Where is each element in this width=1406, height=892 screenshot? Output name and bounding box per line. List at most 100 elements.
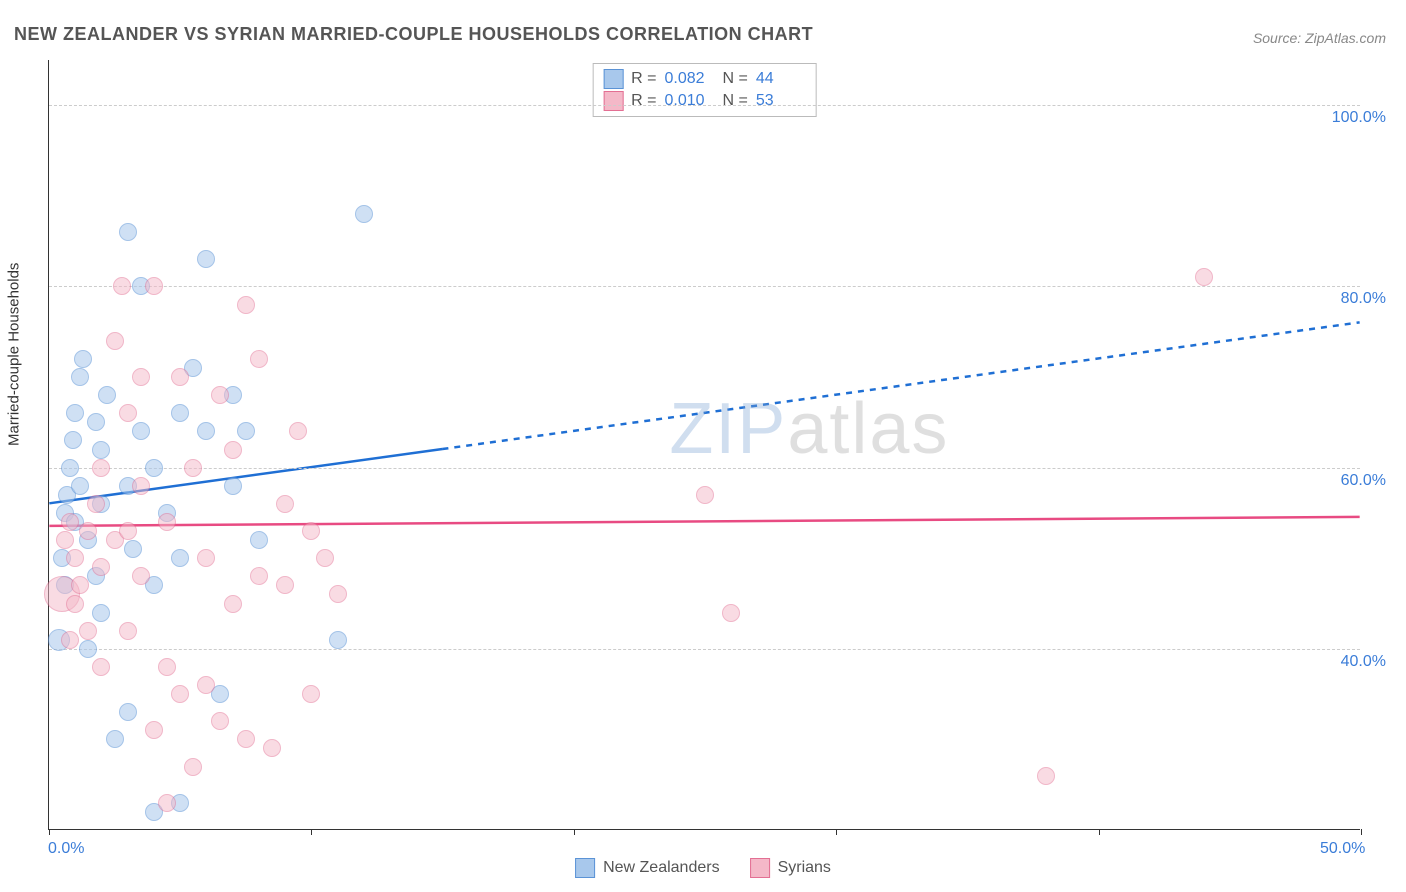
scatter-point: [145, 721, 163, 739]
scatter-point: [71, 576, 89, 594]
y-tick-label: 100.0%: [1332, 109, 1386, 127]
swatch-nz: [603, 69, 623, 89]
scatter-point: [56, 531, 74, 549]
legend-item-nz: New Zealanders: [575, 858, 720, 878]
stats-r-nz: 0.082: [665, 70, 715, 88]
scatter-point: [66, 404, 84, 422]
watermark-zip: ZIP: [669, 389, 787, 469]
scatter-point: [61, 513, 79, 531]
stats-r-sy: 0.010: [665, 92, 715, 110]
y-axis-label: Married-couple Households: [6, 263, 23, 446]
scatter-point: [302, 522, 320, 540]
scatter-point: [171, 549, 189, 567]
scatter-point: [113, 277, 131, 295]
x-tick: [1099, 829, 1100, 835]
scatter-point: [66, 549, 84, 567]
scatter-point: [71, 477, 89, 495]
scatter-point: [1037, 767, 1055, 785]
scatter-point: [276, 495, 294, 513]
chart-container: NEW ZEALANDER VS SYRIAN MARRIED-COUPLE H…: [0, 0, 1406, 892]
scatter-point: [302, 685, 320, 703]
scatter-point: [106, 730, 124, 748]
scatter-point: [132, 422, 150, 440]
scatter-point: [74, 350, 92, 368]
watermark: ZIPatlas: [669, 388, 949, 470]
scatter-point: [276, 576, 294, 594]
stats-n-nz: 44: [756, 70, 806, 88]
stats-row-sy: R = 0.010 N = 53: [603, 90, 806, 112]
scatter-point: [92, 558, 110, 576]
scatter-point: [61, 631, 79, 649]
scatter-point: [171, 368, 189, 386]
stats-row-nz: R = 0.082 N = 44: [603, 68, 806, 90]
legend-item-sy: Syrians: [750, 858, 831, 878]
scatter-point: [158, 513, 176, 531]
gridline-h: [49, 105, 1360, 106]
scatter-point: [119, 703, 137, 721]
scatter-point: [158, 658, 176, 676]
scatter-point: [92, 441, 110, 459]
x-tick: [311, 829, 312, 835]
scatter-point: [145, 459, 163, 477]
swatch-sy: [603, 91, 623, 111]
source-label: Source: ZipAtlas.com: [1253, 30, 1386, 46]
scatter-point: [61, 459, 79, 477]
scatter-point: [71, 368, 89, 386]
stats-n-label: N =: [723, 70, 748, 88]
x-tick: [1361, 829, 1362, 835]
stats-n-label: N =: [723, 92, 748, 110]
scatter-point: [289, 422, 307, 440]
legend-label-sy: Syrians: [778, 859, 831, 877]
legend-swatch-sy: [750, 858, 770, 878]
x-tick: [836, 829, 837, 835]
scatter-point: [79, 622, 97, 640]
scatter-point: [1195, 268, 1213, 286]
scatter-point: [66, 595, 84, 613]
scatter-point: [197, 549, 215, 567]
scatter-point: [132, 477, 150, 495]
legend-swatch-nz: [575, 858, 595, 878]
scatter-point: [119, 223, 137, 241]
stats-r-label: R =: [631, 92, 656, 110]
scatter-point: [329, 585, 347, 603]
x-tick: [49, 829, 50, 835]
scatter-point: [87, 495, 105, 513]
scatter-point: [316, 549, 334, 567]
gridline-h: [49, 468, 1360, 469]
scatter-point: [92, 604, 110, 622]
scatter-point: [263, 739, 281, 757]
scatter-point: [92, 459, 110, 477]
plot-area: R = 0.082 N = 44 R = 0.010 N = 53 ZIPatl…: [48, 60, 1360, 830]
gridline-h: [49, 286, 1360, 287]
scatter-point: [237, 422, 255, 440]
x-tick-label: 0.0%: [48, 840, 84, 858]
scatter-point: [132, 368, 150, 386]
legend-label-nz: New Zealanders: [603, 859, 720, 877]
scatter-point: [79, 640, 97, 658]
trend-lines-svg: [49, 60, 1360, 829]
scatter-point: [197, 676, 215, 694]
stats-r-label: R =: [631, 70, 656, 88]
stats-box: R = 0.082 N = 44 R = 0.010 N = 53: [592, 63, 817, 117]
y-tick-label: 80.0%: [1341, 290, 1386, 308]
scatter-point: [355, 205, 373, 223]
scatter-point: [329, 631, 347, 649]
scatter-point: [158, 794, 176, 812]
scatter-point: [79, 522, 97, 540]
scatter-point: [224, 595, 242, 613]
scatter-point: [211, 386, 229, 404]
scatter-point: [211, 712, 229, 730]
scatter-point: [98, 386, 116, 404]
gridline-h: [49, 649, 1360, 650]
y-tick-label: 40.0%: [1341, 653, 1386, 671]
scatter-point: [132, 567, 150, 585]
scatter-point: [237, 730, 255, 748]
scatter-point: [92, 658, 110, 676]
scatter-point: [250, 567, 268, 585]
scatter-point: [124, 540, 142, 558]
bottom-legend: New Zealanders Syrians: [575, 858, 831, 878]
x-tick: [574, 829, 575, 835]
scatter-point: [722, 604, 740, 622]
scatter-point: [237, 296, 255, 314]
watermark-atlas: atlas: [787, 389, 949, 469]
